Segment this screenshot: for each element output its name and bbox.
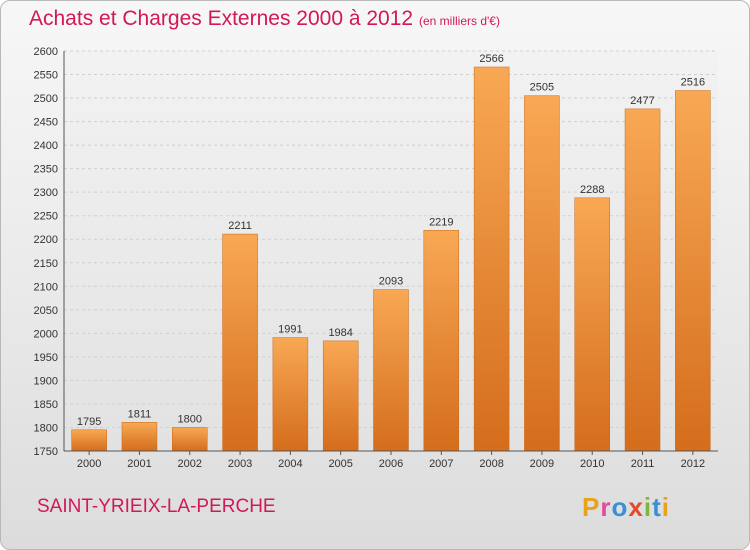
- y-tick-label: 1800: [34, 422, 58, 434]
- logo-letter: i: [661, 492, 670, 522]
- y-tick-label: 2050: [34, 305, 58, 317]
- bar-value-label: 1984: [328, 327, 352, 339]
- bar-value-label: 2219: [429, 216, 453, 228]
- x-tick-label: 2007: [429, 458, 453, 470]
- logo-letter: P: [582, 492, 601, 522]
- y-tick-label: 2300: [34, 187, 58, 199]
- y-tick-label: 1750: [34, 446, 58, 458]
- y-tick-label: 2100: [34, 281, 58, 293]
- bar: [574, 197, 610, 452]
- y-tick-label: 2450: [34, 117, 58, 129]
- bar: [524, 95, 560, 452]
- x-tick-label: 2005: [328, 458, 352, 470]
- x-tick-label: 2000: [77, 458, 101, 470]
- bar-value-label: 2566: [479, 53, 503, 65]
- y-tick-label: 1950: [34, 352, 58, 364]
- bar-value-label: 2211: [228, 220, 252, 232]
- x-tick-label: 2004: [278, 458, 302, 470]
- bar: [222, 233, 258, 452]
- logo-letter: o: [611, 492, 629, 522]
- y-tick-label: 2200: [34, 234, 58, 246]
- bar: [172, 427, 208, 452]
- x-tick-label: 2003: [228, 458, 252, 470]
- y-tick-label: 2000: [34, 328, 58, 340]
- x-tick-label: 2012: [681, 458, 705, 470]
- bar: [71, 429, 107, 452]
- bar-value-label: 2505: [530, 82, 554, 94]
- bar-value-label: 1800: [178, 413, 202, 425]
- bar: [624, 108, 661, 452]
- x-tick-label: 2009: [530, 458, 554, 470]
- proxiti-logo: Proxiti: [582, 492, 670, 523]
- bars: 1795 1811 1800 2211 1991 1984 2093 2219 2566 2505…: [71, 53, 711, 452]
- chart-subtitle: (en milliers d'€): [419, 14, 500, 28]
- bar-value-label: 1795: [77, 416, 101, 428]
- bar-value-label: 2093: [379, 276, 403, 288]
- logo-letter: i: [643, 492, 653, 522]
- logo-letter: t: [652, 492, 662, 522]
- y-tick-label: 2400: [34, 140, 58, 152]
- bar-value-label: 2288: [580, 184, 604, 196]
- bar: [473, 66, 510, 452]
- x-tick-label: 2001: [127, 458, 151, 470]
- town-name: SAINT-YRIEIX-LA-PERCHE: [37, 496, 276, 517]
- logo-letter: x: [628, 492, 644, 522]
- y-tick-label: 1850: [34, 399, 58, 411]
- bar: [423, 230, 460, 452]
- bar-value-label: 2477: [630, 95, 654, 107]
- bar-value-label: 2516: [681, 77, 705, 89]
- bar: [272, 337, 309, 452]
- bar: [373, 289, 409, 452]
- bar: [322, 340, 359, 452]
- logo-letter: r: [600, 492, 612, 522]
- y-tick-label: 1900: [34, 375, 58, 387]
- y-tick-label: 2250: [34, 211, 58, 223]
- chart-title: Achats et Charges Externes 2000 à 2012: [29, 7, 414, 30]
- x-tick-label: 2010: [580, 458, 604, 470]
- y-tick-label: 2600: [34, 46, 58, 58]
- x-tick-label: 2006: [379, 458, 403, 470]
- y-tick-label: 2150: [34, 258, 58, 270]
- bar-value-label: 1991: [278, 324, 302, 336]
- x-tick-label: 2008: [479, 458, 503, 470]
- y-tick-label: 2350: [34, 164, 58, 176]
- bar: [675, 90, 711, 452]
- bar-value-label: 1811: [128, 408, 152, 420]
- x-tick-label: 2002: [178, 458, 202, 470]
- y-tick-label: 2550: [34, 70, 58, 82]
- bar: [121, 422, 158, 452]
- axes: 1750 1800 1850 1900 1950 2000 2050 2100 2150 2200…: [34, 46, 718, 470]
- x-tick-label: 2011: [631, 458, 655, 470]
- y-tick-label: 2500: [34, 93, 58, 105]
